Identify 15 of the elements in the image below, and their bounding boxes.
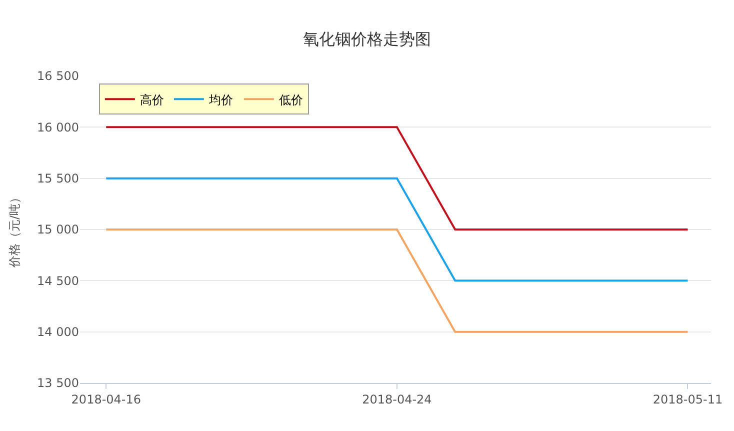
x-tick-label: 2018-04-16 — [71, 392, 142, 406]
legend-label: 低价 — [278, 92, 303, 107]
x-tick-label: 2018-04-24 — [362, 392, 432, 406]
y-axis-title: 价格（元/吨） — [7, 191, 22, 269]
legend-label: 高价 — [140, 92, 164, 107]
y-tick-label: 16 500 — [37, 69, 79, 84]
x-tick-label: 2018-05-11 — [652, 392, 723, 406]
y-tick-label: 14 000 — [37, 325, 79, 340]
legend-label: 均价 — [208, 92, 233, 107]
y-tick-label: 14 500 — [37, 274, 79, 288]
y-tick-label: 15 500 — [37, 172, 79, 186]
chart-title: 氧化铟价格走势图 — [303, 29, 431, 48]
y-tick-label: 15 000 — [37, 222, 79, 237]
y-tick-label: 16 000 — [37, 120, 79, 134]
y-tick-label: 13 500 — [37, 376, 79, 390]
